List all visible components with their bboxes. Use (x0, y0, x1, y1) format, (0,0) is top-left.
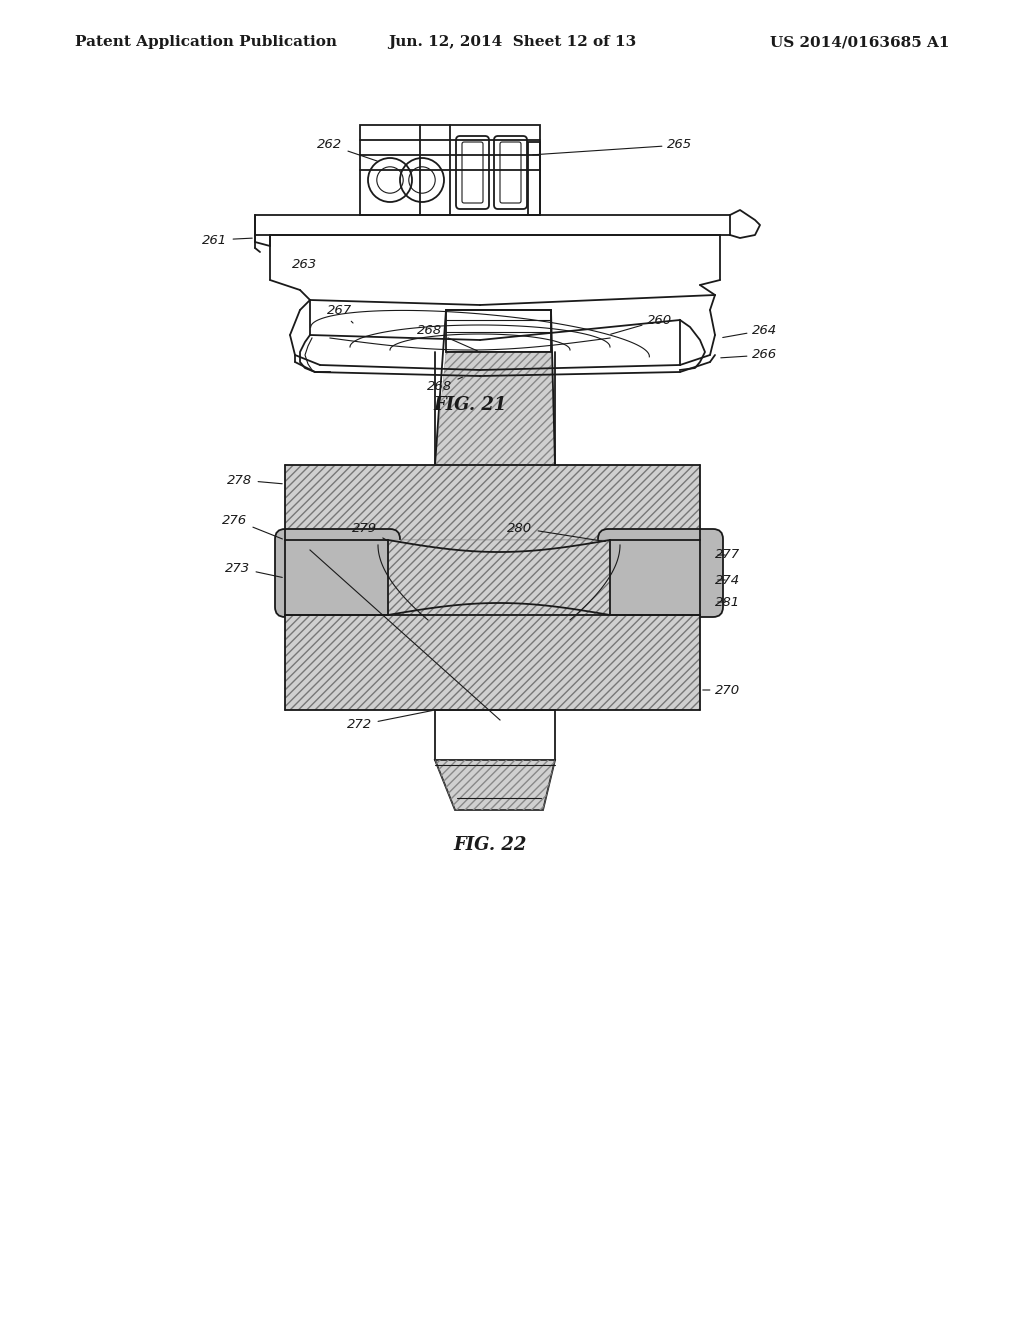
Text: 267: 267 (328, 304, 353, 323)
Text: US 2014/0163685 A1: US 2014/0163685 A1 (770, 36, 950, 49)
Polygon shape (435, 352, 555, 465)
Text: 260: 260 (610, 314, 673, 334)
Text: 272: 272 (347, 710, 432, 731)
Text: 274: 274 (716, 573, 740, 586)
Text: 279: 279 (352, 521, 387, 541)
Text: Jun. 12, 2014  Sheet 12 of 13: Jun. 12, 2014 Sheet 12 of 13 (388, 36, 636, 49)
Polygon shape (285, 465, 700, 540)
Polygon shape (388, 540, 610, 615)
Text: 262: 262 (317, 139, 378, 161)
Text: 265: 265 (532, 139, 692, 154)
Polygon shape (435, 710, 555, 760)
Text: FIG. 21: FIG. 21 (433, 396, 507, 414)
Text: 270: 270 (702, 684, 740, 697)
Text: 266: 266 (721, 348, 777, 362)
Text: 277: 277 (716, 549, 740, 561)
Text: 276: 276 (222, 513, 283, 539)
Text: 261: 261 (203, 234, 252, 247)
Text: 280: 280 (508, 521, 605, 541)
Text: 281: 281 (716, 595, 740, 609)
FancyBboxPatch shape (275, 529, 400, 616)
Polygon shape (435, 760, 555, 810)
Text: Patent Application Publication: Patent Application Publication (75, 36, 337, 49)
FancyBboxPatch shape (598, 529, 723, 616)
Polygon shape (446, 310, 551, 352)
Text: 264: 264 (723, 323, 777, 338)
Text: FIG. 22: FIG. 22 (454, 836, 526, 854)
Polygon shape (285, 615, 700, 710)
Text: 268: 268 (418, 323, 477, 351)
Text: 278: 278 (227, 474, 283, 487)
Text: 268: 268 (427, 378, 463, 393)
Text: 263: 263 (293, 259, 317, 272)
Text: 273: 273 (225, 561, 283, 577)
